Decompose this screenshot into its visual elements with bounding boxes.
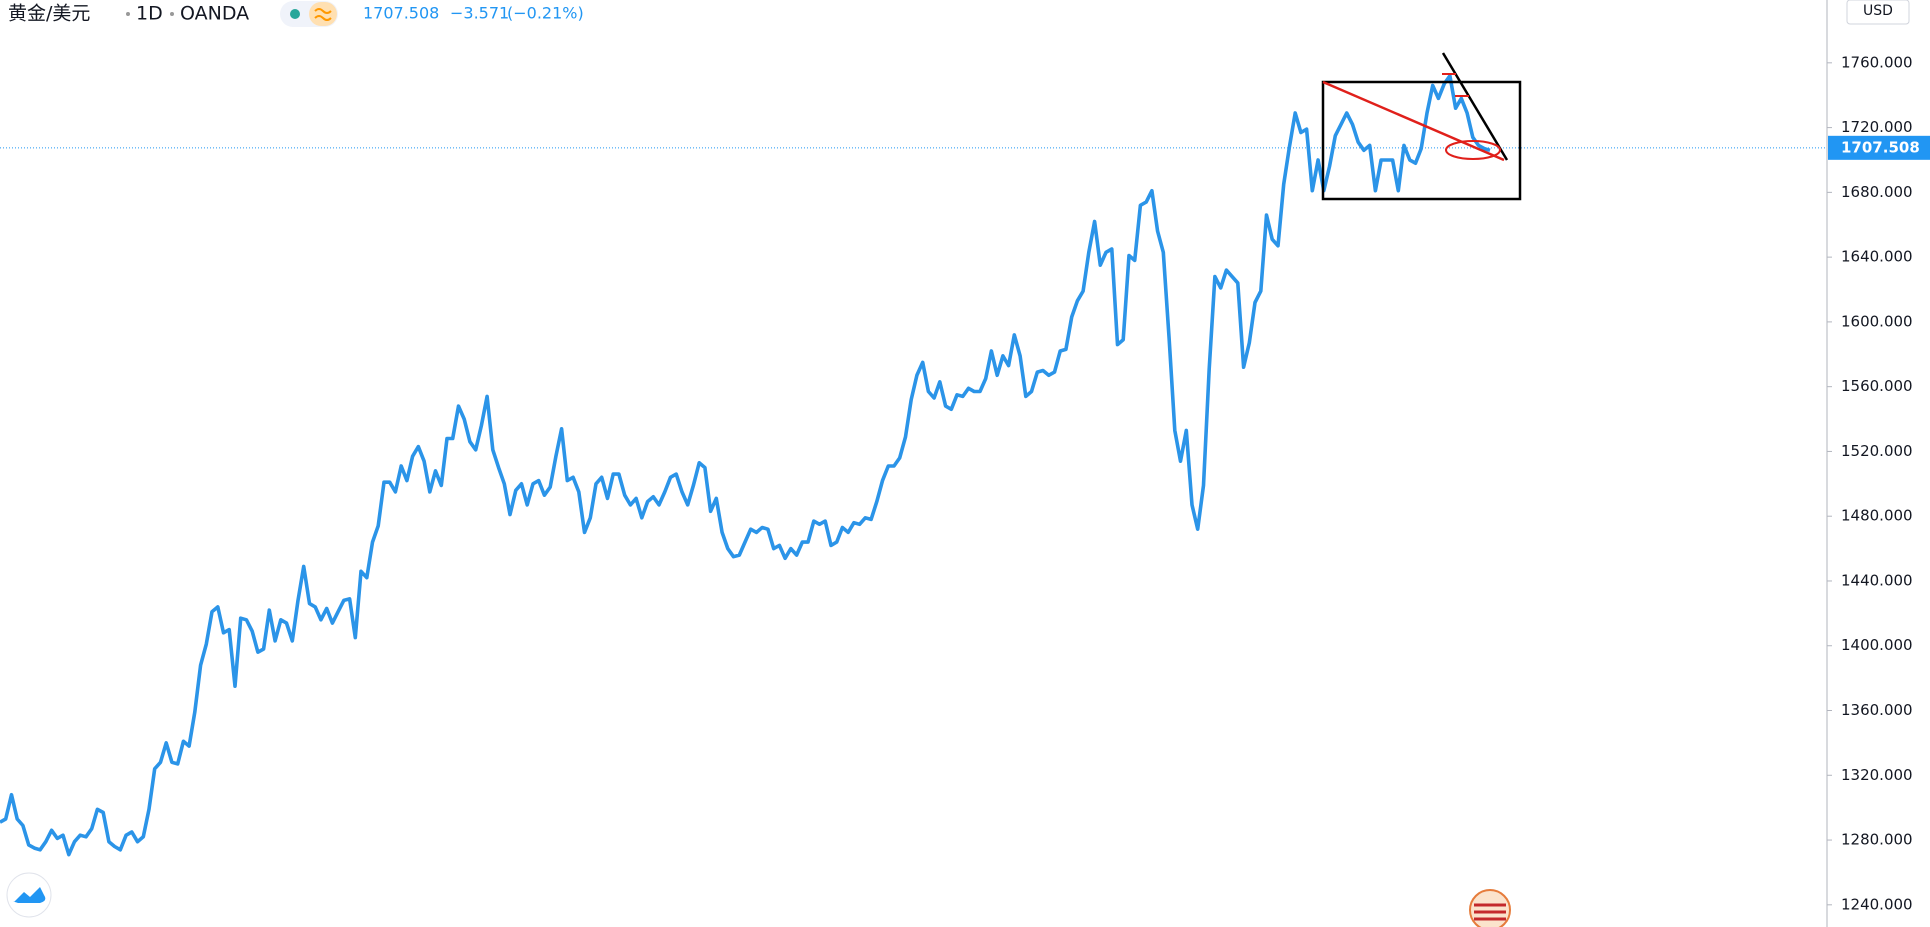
last-price: 1707.508	[363, 4, 439, 23]
y-tick-label: 1440.000	[1841, 571, 1913, 589]
header: 黄金/美元 1D OANDA 1707.508 −3.571 (−0.21%)	[8, 1, 584, 27]
flag-stripes	[1474, 903, 1506, 921]
last-price-tag	[1828, 135, 1930, 160]
exchange: OANDA	[180, 3, 249, 25]
drawing-rectangle	[1321, 80, 1522, 201]
separator	[170, 12, 174, 16]
symbol: 黄金/美元	[8, 3, 90, 25]
y-tick-label: 1720.000	[1841, 118, 1913, 136]
price-line	[0, 74, 1491, 857]
y-tick-label: 1480.000	[1841, 507, 1913, 525]
interval: 1D	[136, 3, 163, 25]
delay-badge	[309, 2, 337, 26]
y-tick-label: 1320.000	[1841, 766, 1913, 784]
y-tick-label: 1280.000	[1841, 831, 1913, 849]
separator	[126, 12, 130, 16]
events	[1469, 889, 1511, 927]
y-tick-label: 1520.000	[1841, 442, 1913, 460]
y-tick-label: 1600.000	[1841, 312, 1913, 330]
y-tick-label: 1560.000	[1841, 377, 1913, 395]
y-tick-label: 1640.000	[1841, 248, 1913, 266]
y-tick-label: 1680.000	[1841, 183, 1913, 201]
drawing-trendline	[1322, 80, 1505, 162]
drawing-ellipse	[1445, 140, 1501, 160]
last-price-tag-label: 1707.508	[1841, 138, 1920, 156]
drawings	[1321, 52, 1522, 201]
logo	[6, 872, 52, 918]
logo-badge[interactable]	[6, 872, 52, 918]
delay-icon	[314, 8, 332, 21]
y-tick-label: 1360.000	[1841, 701, 1913, 719]
price-change-pct: (−0.21%)	[507, 4, 584, 23]
y-tick-label: 1240.000	[1841, 895, 1913, 913]
currency-box[interactable]	[1846, 0, 1910, 25]
y-tick-label: 1760.000	[1841, 53, 1913, 71]
logo-icon	[13, 887, 46, 903]
event-flag[interactable]	[1469, 889, 1511, 927]
currency: USD	[1863, 3, 1893, 19]
y-tick-label: 1400.000	[1841, 636, 1913, 654]
drawing-trendline	[1441, 52, 1509, 161]
market-status	[290, 9, 300, 19]
price-change: −3.571	[450, 4, 509, 23]
